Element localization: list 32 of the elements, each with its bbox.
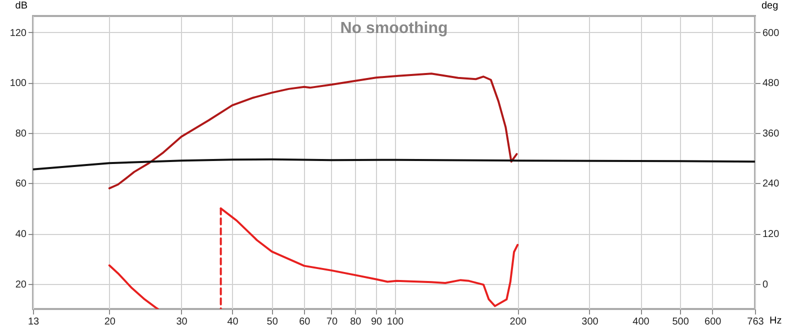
x-tick-label: 20 (104, 316, 116, 328)
x-tick-label: 60 (299, 316, 311, 328)
y-tick-label: 120 (10, 28, 27, 39)
x-tick-label: 100 (386, 316, 404, 328)
x-tick-label: 300 (582, 316, 599, 328)
x-tick-label: 500 (672, 316, 690, 328)
x-axis-title: Hz (770, 316, 782, 326)
y2-tick-label: 240 (762, 178, 780, 190)
y2-tick-label: 600 (762, 28, 780, 39)
x-tick-label: 600 (704, 316, 722, 328)
x-tick-label: 200 (510, 316, 527, 328)
chart-title: No smoothing (340, 20, 448, 37)
y2-axis-title: deg (762, 0, 778, 12)
x-tick-label: 40 (227, 316, 239, 328)
x-tick-label: 80 (350, 316, 362, 328)
x-tick-label: 50 (266, 316, 278, 328)
y2-tick-label: 0 (762, 279, 768, 290)
y-axis-title: dB (15, 0, 28, 12)
y2-tick-label: 480 (762, 78, 780, 90)
y2-tick-label: 120 (762, 229, 780, 240)
y-tick-label: 60 (15, 178, 27, 190)
y-tick-label: 80 (15, 128, 27, 140)
x-tick-label: 90 (370, 316, 383, 328)
x-tick-label: 763 (747, 316, 764, 328)
x-tick-label: 30 (176, 316, 188, 328)
x-tick-label: 400 (632, 316, 650, 328)
x-tick-label: 13 (28, 316, 40, 328)
x-tick-label: 70 (326, 316, 338, 328)
y-tick-label: 40 (15, 229, 27, 240)
y-tick-label: 20 (15, 279, 27, 290)
y2-tick-label: 360 (762, 128, 780, 140)
y-tick-label: 100 (10, 78, 27, 90)
